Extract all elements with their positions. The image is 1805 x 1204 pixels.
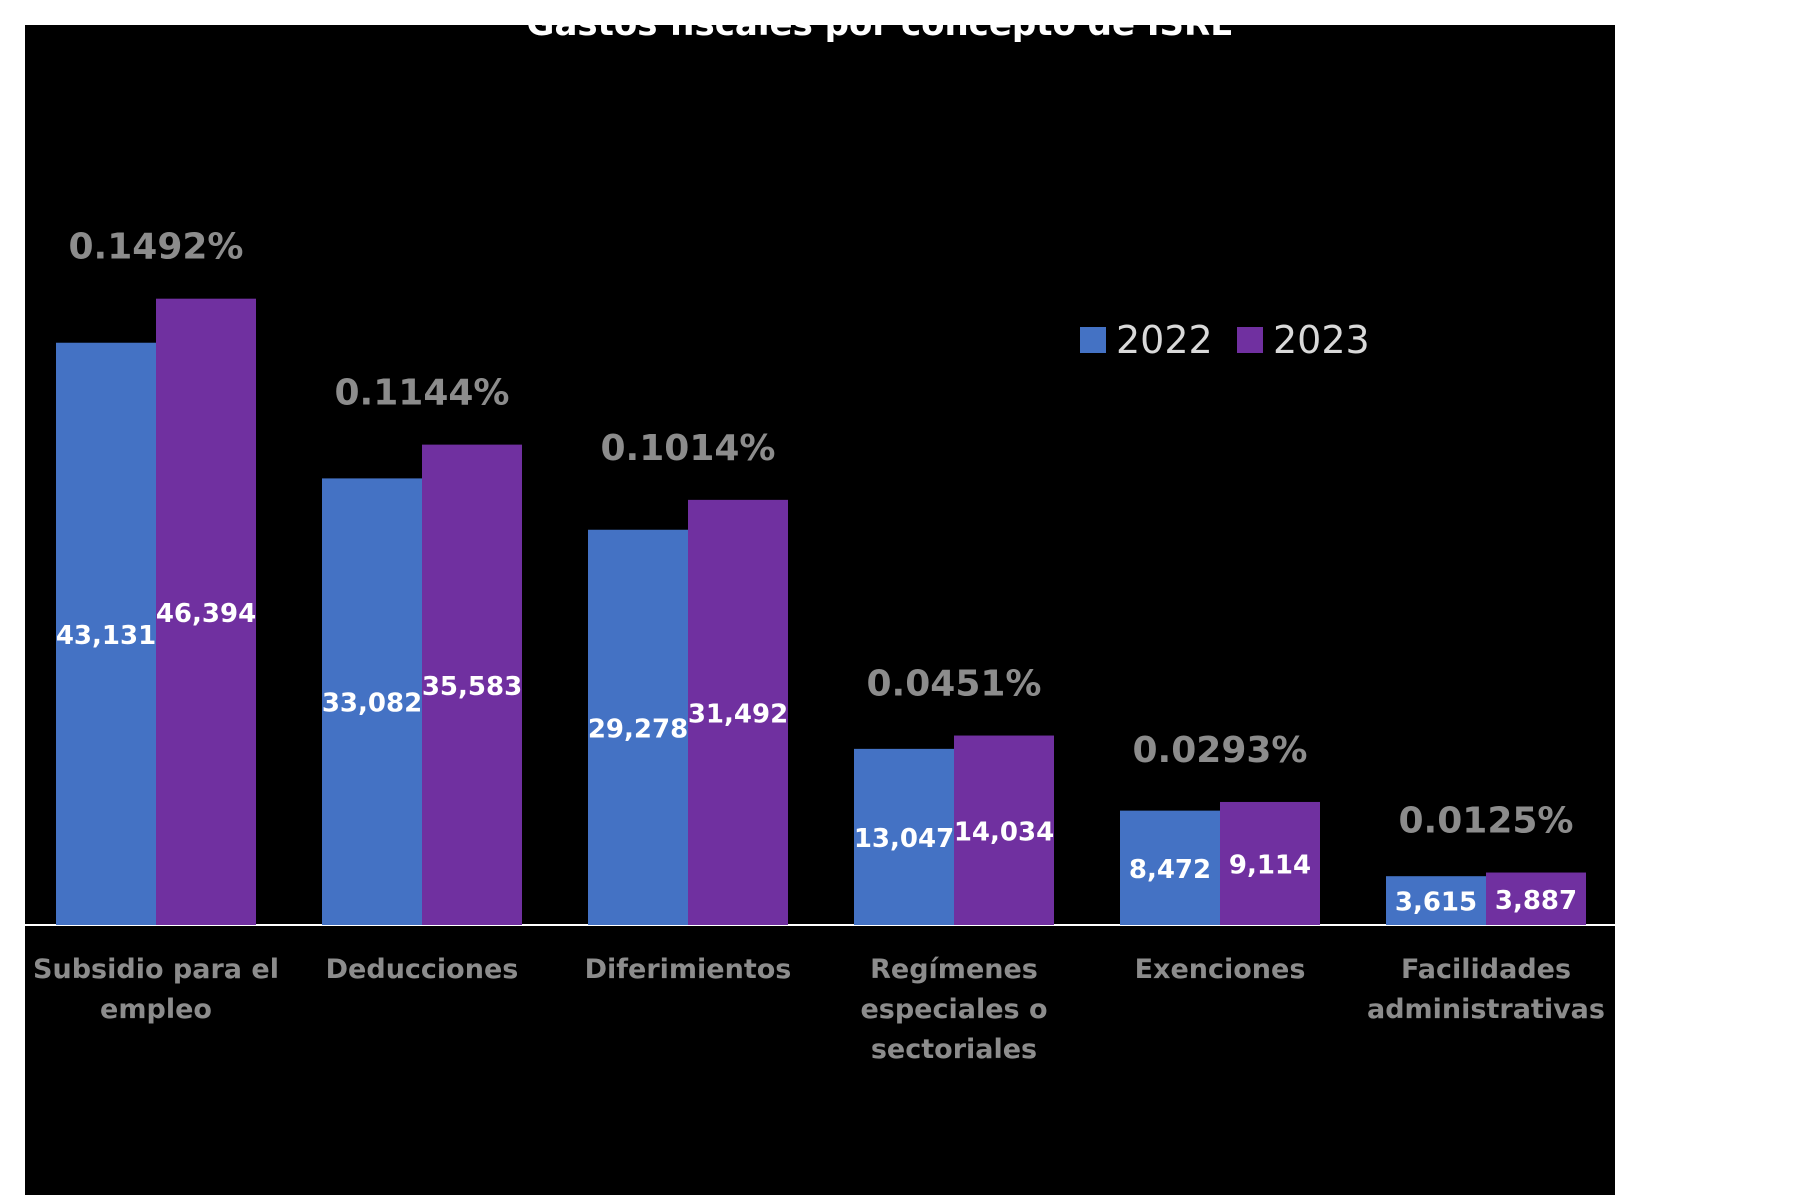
bar-2022-5 bbox=[1386, 876, 1486, 925]
bar-2022-0 bbox=[56, 342, 156, 925]
legend-swatch-2022 bbox=[1080, 327, 1106, 353]
data-label-2022-4: 8,472 bbox=[1129, 855, 1211, 885]
chart-title: Gastos fiscales por concepto de ISRE bbox=[526, 4, 1234, 44]
category-label-5-1: administrativas bbox=[1367, 994, 1605, 1025]
bar-2023-5 bbox=[1486, 872, 1586, 925]
legend-swatch-2023 bbox=[1237, 327, 1263, 353]
category-label-0-1: empleo bbox=[100, 994, 212, 1025]
bar-2023-1 bbox=[422, 444, 522, 925]
bar-2023-2 bbox=[688, 499, 788, 925]
category-label-4-0: Exenciones bbox=[1135, 954, 1306, 985]
legend-item-2023: 2023 bbox=[1237, 318, 1370, 362]
data-label-2022-2: 29,278 bbox=[588, 714, 688, 744]
percent-label-1: 0.1144% bbox=[335, 373, 510, 414]
percent-label-2: 0.1014% bbox=[601, 428, 776, 469]
category-label-3-2: sectoriales bbox=[871, 1034, 1037, 1065]
bar-2022-3 bbox=[854, 748, 954, 925]
data-label-2023-5: 3,887 bbox=[1495, 886, 1577, 916]
category-label-2-0: Diferimientos bbox=[585, 954, 792, 985]
bar-2023-0 bbox=[156, 298, 256, 925]
legend-label-2023: 2023 bbox=[1273, 318, 1370, 362]
legend-label-2022: 2022 bbox=[1116, 318, 1213, 362]
bar-2023-3 bbox=[954, 735, 1054, 925]
category-label-3-0: Regímenes bbox=[870, 954, 1038, 985]
bar-2022-1 bbox=[322, 478, 422, 925]
chart-panel bbox=[25, 25, 1615, 1195]
percent-label-5: 0.0125% bbox=[1399, 801, 1574, 842]
bar-2023-4 bbox=[1220, 801, 1320, 925]
data-label-2023-0: 46,394 bbox=[156, 599, 256, 629]
category-label-5-0: Facilidades bbox=[1401, 954, 1571, 985]
data-label-2023-3: 14,034 bbox=[954, 817, 1054, 847]
bar-2022-2 bbox=[588, 529, 688, 925]
legend-item-2022: 2022 bbox=[1080, 318, 1213, 362]
percent-label-3: 0.0451% bbox=[867, 664, 1042, 705]
data-label-2023-4: 9,114 bbox=[1229, 850, 1311, 880]
bar-2022-4 bbox=[1120, 810, 1220, 925]
category-label-1-0: Deducciones bbox=[326, 954, 519, 985]
data-label-2022-0: 43,131 bbox=[56, 621, 156, 651]
data-label-2022-5: 3,615 bbox=[1395, 888, 1477, 918]
category-label-3-1: especiales o bbox=[860, 994, 1047, 1025]
data-label-2022-1: 33,082 bbox=[322, 689, 422, 719]
percent-label-0: 0.1492% bbox=[69, 227, 244, 268]
data-label-2023-2: 31,492 bbox=[688, 699, 788, 729]
data-label-2022-3: 13,047 bbox=[854, 824, 954, 854]
percent-label-4: 0.0293% bbox=[1133, 730, 1308, 771]
data-label-2023-1: 35,583 bbox=[422, 672, 522, 702]
category-label-0-0: Subsidio para el bbox=[33, 954, 279, 985]
